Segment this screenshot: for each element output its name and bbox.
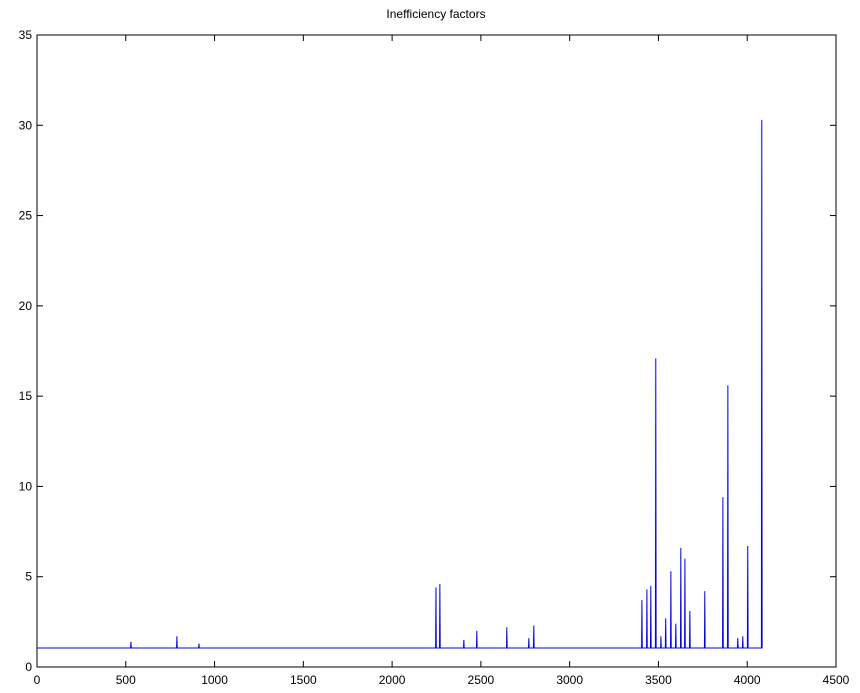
- x-tick-label: 1500: [290, 673, 317, 687]
- x-tick-label: 0: [34, 673, 41, 687]
- y-tick-label: 25: [19, 209, 33, 223]
- y-tick-label: 30: [19, 118, 33, 132]
- x-tick-label: 3000: [556, 673, 583, 687]
- data-line: [37, 119, 763, 649]
- x-tick-label: 2500: [468, 673, 495, 687]
- x-tick-label: 1000: [201, 673, 228, 687]
- y-tick-label: 0: [25, 660, 32, 674]
- x-tick-label: 4000: [734, 673, 761, 687]
- y-tick-label: 35: [19, 28, 33, 42]
- y-tick-label: 20: [19, 299, 33, 313]
- y-tick-label: 15: [19, 389, 33, 403]
- x-tick-label: 4500: [823, 673, 850, 687]
- y-tick-label: 10: [19, 479, 33, 493]
- plot-frame: [36, 34, 837, 668]
- chart-title: Inefficiency factors: [386, 7, 485, 21]
- y-tick-label: 5: [25, 570, 32, 584]
- x-tick-label: 3500: [645, 673, 672, 687]
- x-tick-label: 2000: [379, 673, 406, 687]
- x-tick-label: 500: [116, 673, 136, 687]
